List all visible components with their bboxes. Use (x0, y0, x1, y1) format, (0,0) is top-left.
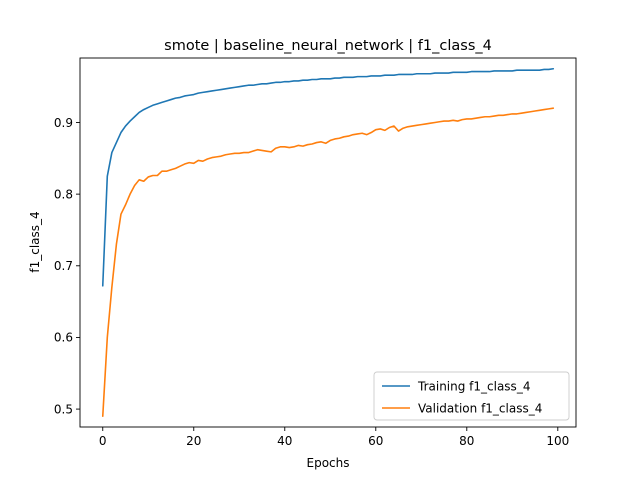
series-line-training (101, 67, 555, 287)
x-tick-label: 80 (459, 434, 474, 448)
legend: Training f1_class_4 Validation f1_class_4 (373, 371, 570, 421)
y-tick-label: 0.8 (54, 187, 73, 201)
axes-layer: 0 20 40 60 80 100 0.5 0.6 0.7 0.8 0.9 (54, 57, 577, 448)
y-tick-label: 0.5 (54, 402, 73, 416)
axes-frame (79, 57, 577, 428)
y-tick-label: 0.6 (54, 331, 73, 345)
y-tick-label: 0.9 (54, 116, 73, 130)
x-tick-label: 0 (99, 434, 107, 448)
legend-label: Validation f1_class_4 (418, 401, 542, 415)
plot-area (80, 58, 576, 427)
x-tick-label: 20 (186, 434, 201, 448)
chart-title: smote | baseline_neural_network | f1_cla… (164, 38, 492, 54)
x-tick-label: 100 (546, 434, 569, 448)
x-tick-label: 40 (277, 434, 292, 448)
y-tick-label: 0.7 (54, 259, 73, 273)
y-axis-title: f1_class_4 (28, 211, 42, 272)
legend-box (373, 371, 570, 421)
x-tick-label: 60 (368, 434, 383, 448)
series-line-validation (101, 107, 555, 418)
legend-label: Training f1_class_4 (417, 379, 530, 393)
series-layer (101, 67, 555, 418)
x-axis-title: Epochs (307, 456, 350, 470)
plot-background (80, 58, 576, 427)
